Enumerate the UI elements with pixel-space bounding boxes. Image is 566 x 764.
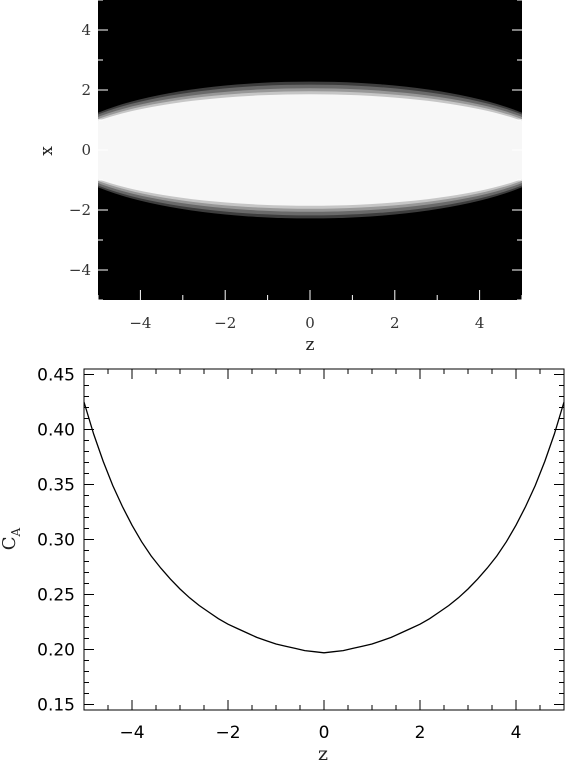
line-plot-x-axis-label: z <box>318 743 328 764</box>
y-tick-label: 0.20 <box>37 641 75 661</box>
y-tick-label: 0.35 <box>37 476 75 496</box>
heatmap-panel: −4 −2 0 2 4 −4 −2 0 2 4 z x <box>37 0 523 355</box>
x-tick-label: −4 <box>119 723 144 743</box>
y-tick-label: 0.40 <box>37 421 75 441</box>
heatmap-ticks <box>97 0 523 301</box>
heatmap-y-tick-label: 2 <box>81 81 91 99</box>
heatmap-y-tick-label: 0 <box>81 141 91 159</box>
line-series-ca <box>83 401 565 654</box>
line-plot-ticks <box>83 369 565 710</box>
heatmap-y-axis-label: x <box>37 146 57 156</box>
line-plot-y-axis-label: CA <box>0 527 23 550</box>
heatmap-x-tick-label: 0 <box>305 314 315 332</box>
line-plot-frame <box>83 368 565 711</box>
x-tick-label: 0 <box>319 723 330 743</box>
x-tick-label: 4 <box>511 723 522 743</box>
y-tick-label: 0.25 <box>37 586 75 606</box>
line-plot-tick-labels: −4 −2 0 2 4 0.15 0.20 0.25 0.30 0.35 0.40 0.45 <box>37 366 521 744</box>
heatmap-x-tick-label: −2 <box>214 314 236 332</box>
heatmap-x-tick-label: −4 <box>129 314 151 332</box>
heatmap-tick-labels: −4 −2 0 2 4 −4 −2 0 2 4 <box>69 21 484 332</box>
x-tick-label: 2 <box>415 723 426 743</box>
y-tick-label: 0.45 <box>37 366 75 386</box>
y-axis-label-main: C <box>0 536 20 550</box>
heatmap-x-tick-label: 4 <box>475 314 485 332</box>
y-tick-label: 0.15 <box>37 696 75 716</box>
y-tick-label: 0.30 <box>37 531 75 551</box>
heatmap-contour-levels <box>98 81 522 219</box>
heatmap-y-tick-label: −4 <box>69 261 91 279</box>
y-axis-label-subscript: A <box>9 527 23 537</box>
heatmap-x-axis-label: z <box>306 335 315 355</box>
x-tick-label: −2 <box>215 723 240 743</box>
heatmap-y-tick-label: −2 <box>69 201 91 219</box>
line-plot-panel: −4 −2 0 2 4 0.15 0.20 0.25 0.30 0.35 0.40 0.45 z CA <box>0 366 565 764</box>
contour-level-5 <box>98 94 522 206</box>
heatmap-x-tick-label: 2 <box>390 314 400 332</box>
heatmap-y-tick-label: 4 <box>81 21 91 39</box>
